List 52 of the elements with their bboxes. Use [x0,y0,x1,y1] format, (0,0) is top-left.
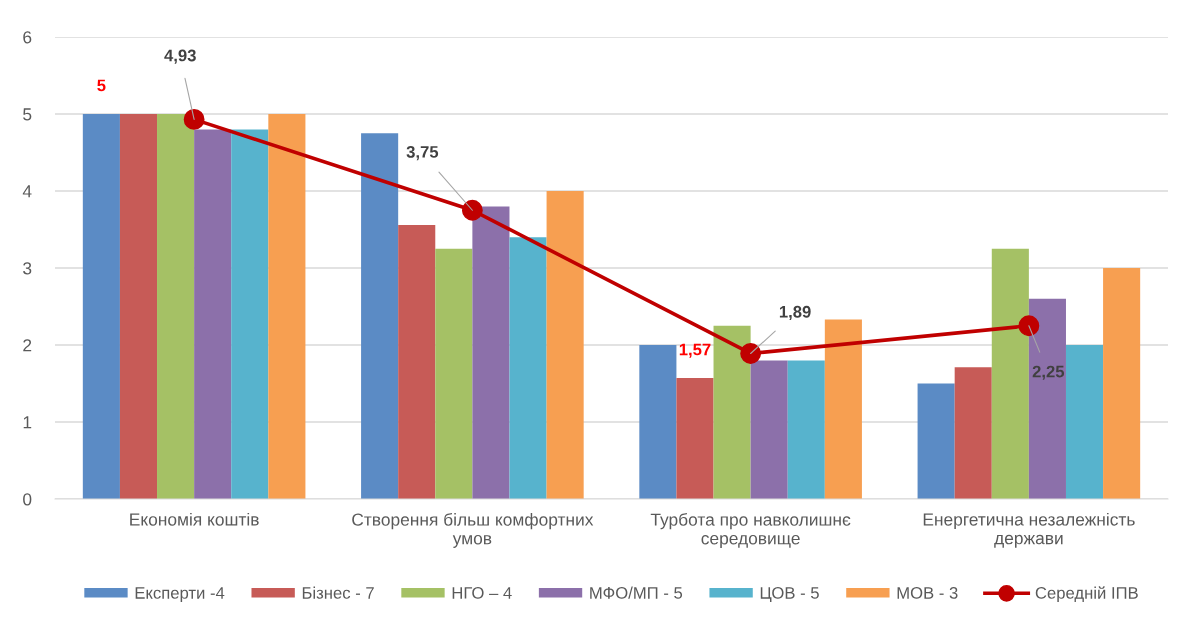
x-tick-label: Енергетична незалежність держави [923,512,1135,548]
y-tick-label: 5 [23,108,32,121]
bar [472,206,510,499]
bar [676,378,714,499]
bar [231,129,269,499]
point [1018,315,1040,337]
bar [157,114,195,499]
y-tick-label: 4 [22,185,32,198]
point [740,343,762,364]
bar [361,133,399,499]
data-label: 4,93 [164,49,196,64]
bar [268,114,306,499]
legend-label: Середній ІПВ [1035,586,1138,603]
x-tick-label: Економія коштів [130,512,259,526]
point [183,108,205,130]
y-tick-label: 3 [23,262,32,275]
data-label: 1,57 [679,343,711,358]
bar [1065,345,1104,499]
legend-label: МФО/МП - 5 [590,586,683,599]
data-label: 1,89 [779,305,811,321]
bar [787,360,825,499]
data-label: 5 [97,79,106,92]
y-tick-label: 2 [23,339,32,352]
bar [750,360,788,499]
legend-label: МОВ - 3 [897,586,958,599]
y-tick-label: 6 [23,31,32,44]
bar [435,248,473,499]
bar [509,237,547,499]
bar [824,319,862,499]
point [461,199,483,221]
data-label: 3,75 [406,145,439,161]
legend-label: Бізнес - 7 [302,586,374,599]
bar [1103,268,1141,499]
legend-label: ЦОВ - 5 [760,586,819,602]
bar [398,224,436,499]
bar [954,367,992,499]
x-tick-label: Турбота про навколишнє середовище [650,512,851,548]
bar [546,191,584,499]
bar [194,129,232,499]
y-tick-label: 0 [23,493,32,506]
bar [639,345,677,499]
x-tick-label: Створення більш комфортних умов [352,512,594,548]
y-tick-label: 1 [23,416,32,429]
bar [991,248,1029,499]
bar [1028,298,1066,499]
bar [917,383,955,499]
bar [82,114,120,499]
bar [119,114,158,499]
bar [713,325,751,499]
data-label: 2,25 [1032,365,1065,380]
legend-label: НГО – 4 [452,586,512,599]
legend-label: Експерти -4 [135,587,225,603]
